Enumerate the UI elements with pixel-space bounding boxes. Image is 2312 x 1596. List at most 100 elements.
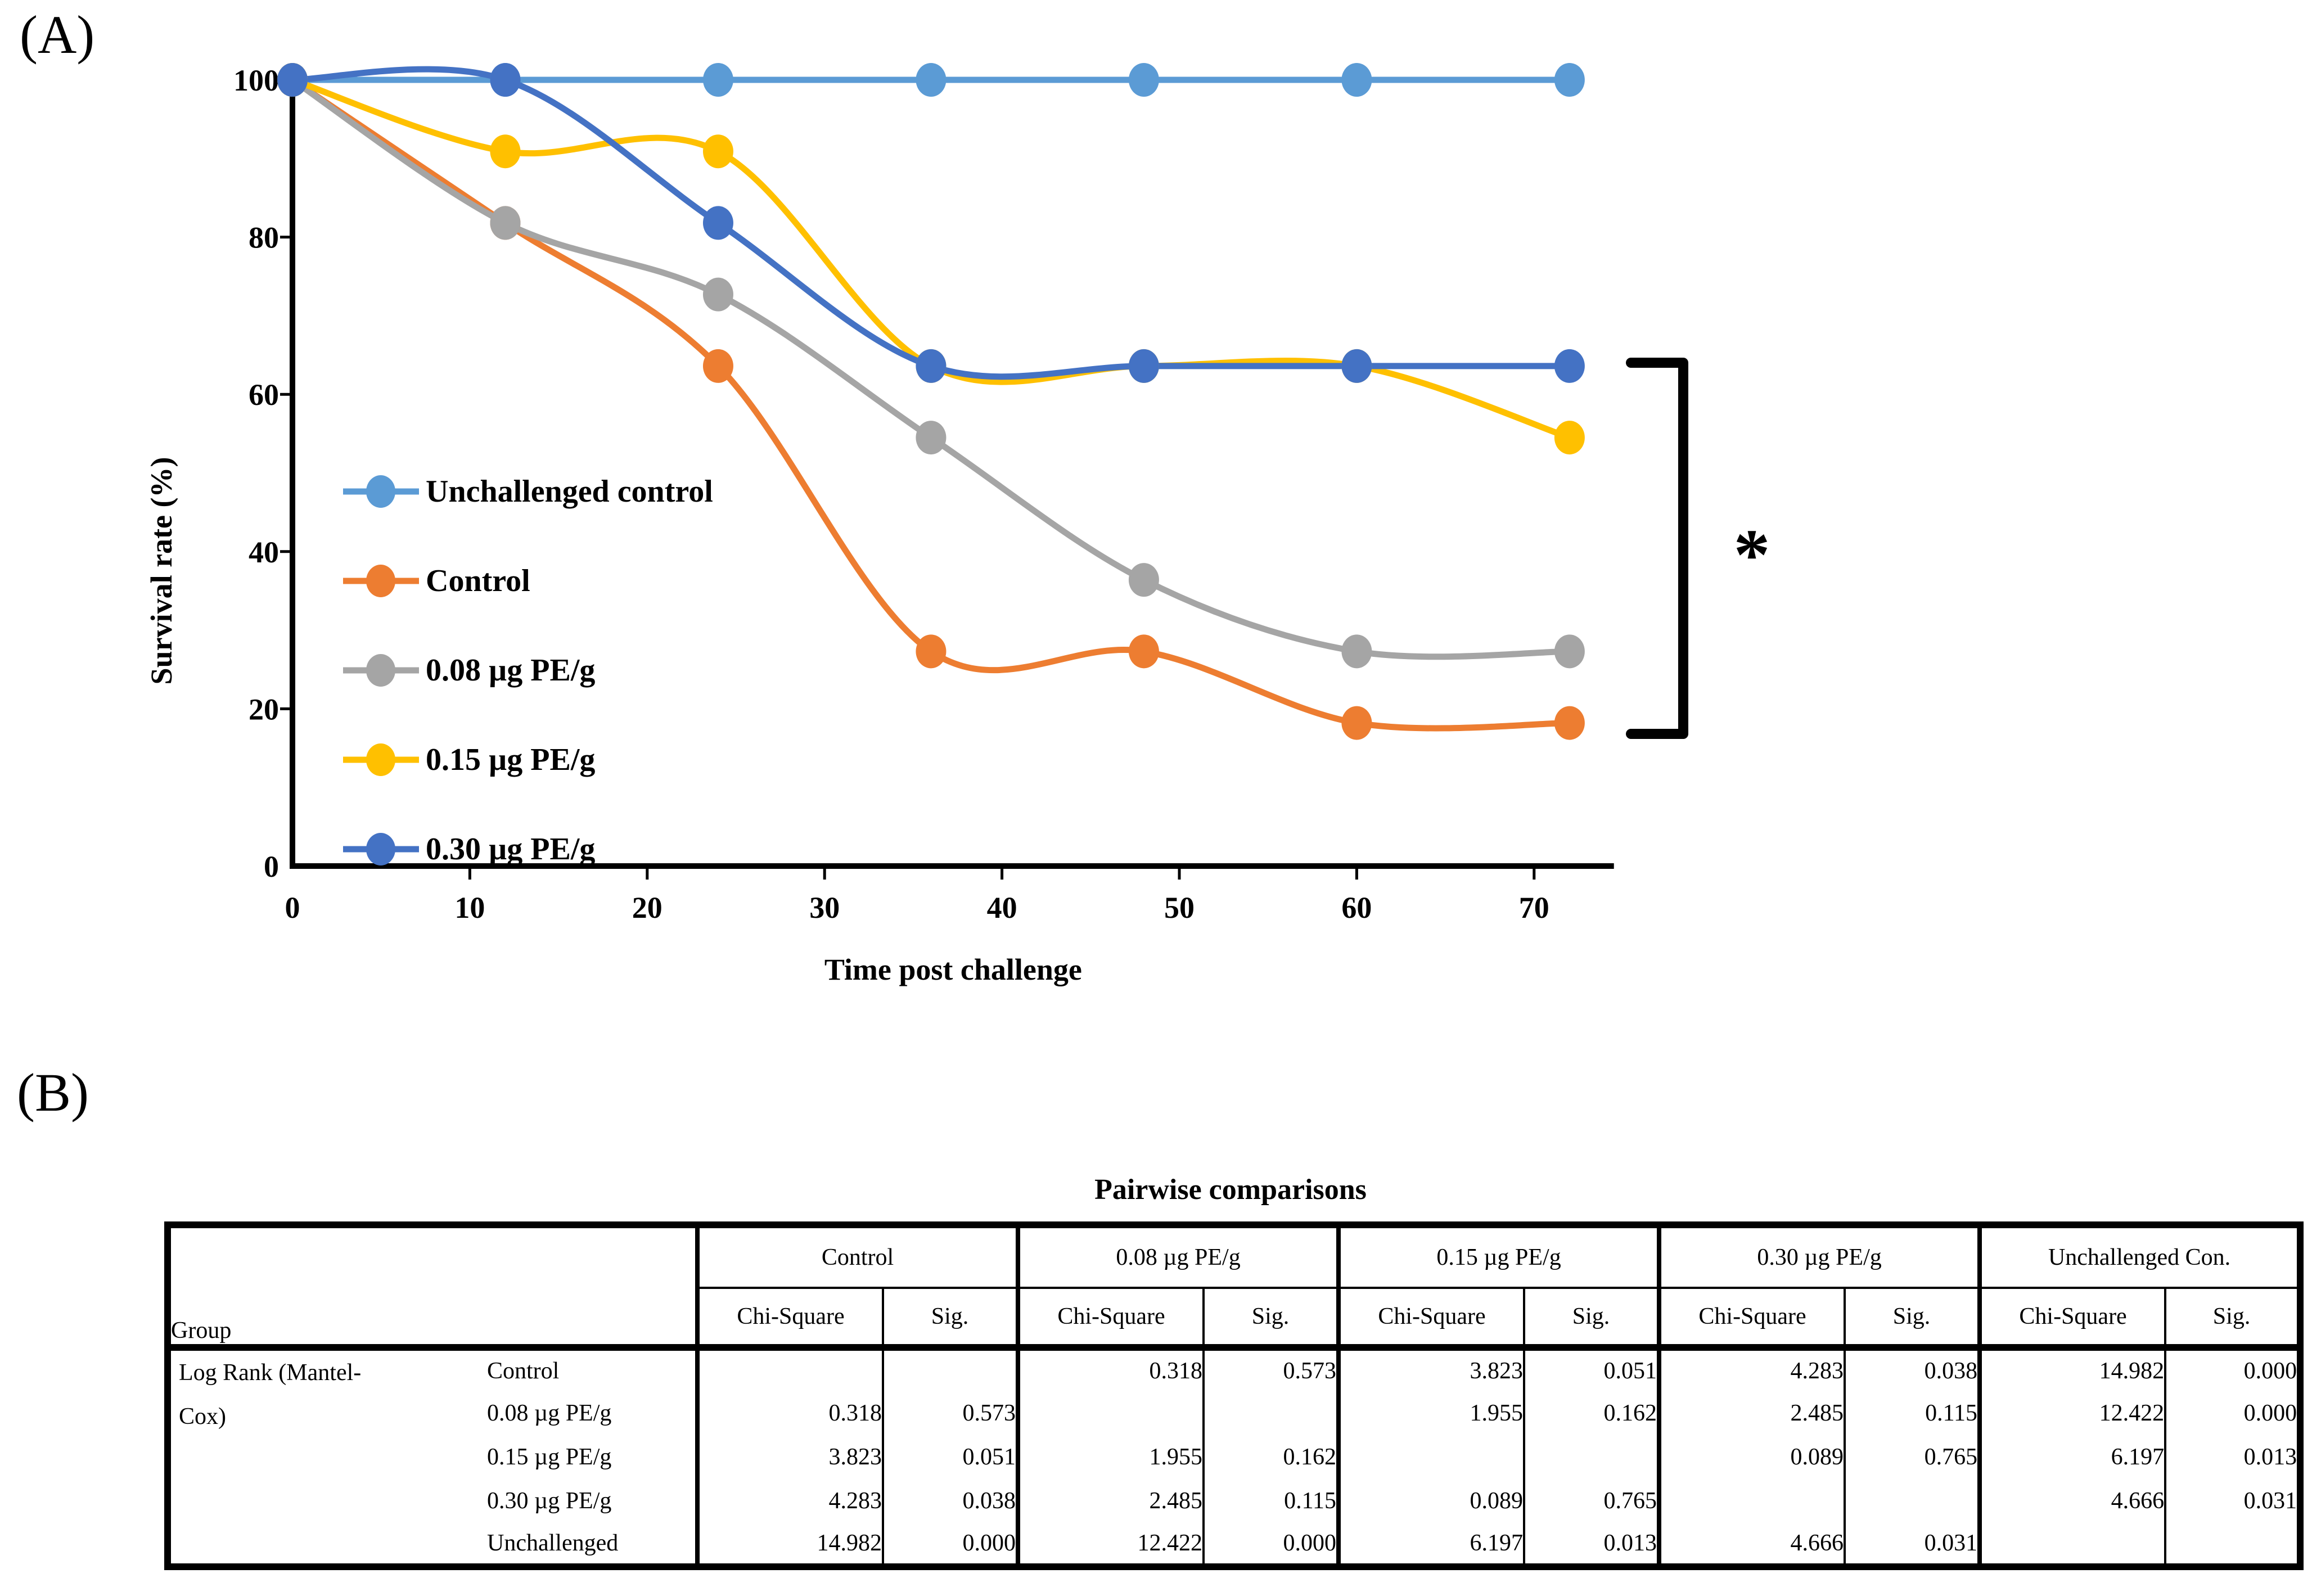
table-cell <box>1659 1479 1846 1523</box>
table-cell: 0.162 <box>1204 1435 1341 1479</box>
x-tick-label: 0 <box>285 891 300 925</box>
table-cell: 0.000 <box>2243 1400 2297 1426</box>
header-colgroup: 0.08 µg PE/g <box>1018 1225 1341 1289</box>
data-point-marker <box>1554 706 1585 740</box>
table-cell: 0.038 <box>883 1479 1021 1523</box>
data-point-marker <box>702 349 733 383</box>
table-cell: 0.000 <box>1204 1523 1341 1567</box>
table-cell <box>1338 1435 1526 1479</box>
method-label-cell: Log Rank (Mantel-Cox) <box>168 1347 487 1567</box>
table-cell: 2.485 <box>1659 1391 1846 1435</box>
panel-b-label: (B) <box>17 1062 89 1122</box>
table-cell <box>1204 1391 1341 1435</box>
table-cell: 0.051 <box>883 1435 1021 1479</box>
table-cell: 0.573 <box>1204 1347 1341 1391</box>
table-cell: 1.955 <box>1018 1435 1205 1479</box>
table-cell <box>1845 1479 1982 1523</box>
x-tick-label: 40 <box>987 891 1017 925</box>
data-point-marker <box>1341 706 1372 740</box>
row-label: Control <box>487 1347 700 1391</box>
y-axis-title: Survival rate (%) <box>145 457 178 685</box>
table-row: 0.08 µg PE/g 0.318 0.573 1.955 0.162 2.485 0.1… <box>168 1391 2300 1435</box>
table-cell: 3.823 <box>1338 1347 1526 1391</box>
header-group: Group <box>168 1225 700 1351</box>
table-row: 0.15 µg PE/g 3.823 0.051 1.955 0.162 0.089 0.7… <box>168 1435 2300 1479</box>
table-cell: 4.283 <box>1659 1347 1846 1391</box>
header-sig: Sig. <box>883 1288 1021 1351</box>
header-sig: Sig. <box>1845 1288 1982 1351</box>
table-header-row-stats: Chi-Square Sig. Chi-Square Sig. Chi-Square Si… <box>168 1288 2301 1351</box>
data-point-marker <box>1554 63 1585 97</box>
table-cell: 4.666 <box>1980 1479 2167 1523</box>
header-sig: Sig. <box>1204 1288 1341 1351</box>
y-tick-label: 20 <box>249 692 279 726</box>
table-cell: 0.162 <box>1524 1391 1662 1435</box>
header-colgroup: 0.15 µg PE/g <box>1338 1225 1662 1289</box>
data-point-marker <box>490 206 521 240</box>
legend-swatch <box>366 654 395 687</box>
table-cell: 0.051 <box>1524 1347 1662 1391</box>
table-cell <box>697 1347 885 1391</box>
table-cell: 0.573 <box>883 1391 1021 1435</box>
x-tick-label: 60 <box>1341 891 1372 925</box>
data-point-marker <box>490 63 521 97</box>
table-cell <box>883 1347 1021 1391</box>
data-point-marker <box>1554 634 1585 669</box>
pairwise-table: Group Control 0.08 µg PE/g 0.15 µg PE/g 0.30… <box>164 1221 2304 1570</box>
data-point-marker <box>916 63 947 97</box>
header-chi-square: Chi-Square <box>1018 1288 1205 1351</box>
data-point-marker <box>702 134 733 169</box>
table-cell: 0.765 <box>1524 1479 1662 1523</box>
x-tick-label: 10 <box>454 891 485 925</box>
table-cell: 0.318 <box>697 1391 885 1435</box>
table-cell <box>1980 1523 2167 1567</box>
header-colgroup: 0.30 µg PE/g <box>1659 1225 1982 1289</box>
x-tick-label: 30 <box>809 891 840 925</box>
data-point-marker <box>916 634 947 669</box>
table-cell <box>1018 1391 1205 1435</box>
table-header-row-groups: Group Control 0.08 µg PE/g 0.15 µg PE/g 0.30… <box>168 1225 2301 1351</box>
legend-swatch <box>366 743 395 776</box>
x-tick-label: 70 <box>1519 891 1549 925</box>
table-title: Pairwise comparisons <box>1094 1174 1367 1206</box>
table-cell: 0.115 <box>1845 1391 1982 1435</box>
row-label: Unchallenged <box>487 1523 700 1567</box>
header-chi-square: Chi-Square <box>1659 1288 1846 1351</box>
header-chi-square: Chi-Square <box>1338 1288 1526 1351</box>
table-cell: 0.089 <box>1659 1435 1846 1479</box>
data-point-marker <box>1554 349 1585 383</box>
table-cell: 3.823 <box>697 1435 885 1479</box>
table-cell: 0.013 <box>2243 1444 2297 1470</box>
table-cell: 0.765 <box>1845 1435 1982 1479</box>
table-cell: 12.422 <box>1018 1523 1205 1567</box>
x-tick-label: 20 <box>632 891 662 925</box>
legend-swatch <box>366 475 395 508</box>
significance-bracket <box>1626 358 1688 739</box>
y-tick-label: 0 <box>264 850 279 883</box>
table-cell <box>1524 1435 1662 1479</box>
table-cell: 2.485 <box>1018 1479 1205 1523</box>
table-cell: 6.197 <box>1338 1523 1526 1567</box>
row-label: 0.08 µg PE/g <box>487 1391 700 1435</box>
data-point-marker <box>1128 63 1159 97</box>
y-tick-label: 40 <box>249 535 279 569</box>
panel-a-label: (A) <box>20 4 95 65</box>
row-label: 0.15 µg PE/g <box>487 1435 700 1479</box>
y-tick-label: 60 <box>249 378 279 412</box>
data-point-marker <box>1341 63 1372 97</box>
legend-label: Unchallenged control <box>426 474 713 509</box>
pairwise-table-container: Group Control 0.08 µg PE/g 0.15 µg PE/g 0.30… <box>164 1221 2304 1570</box>
table-cell: 1.955 <box>1338 1391 1526 1435</box>
legend-swatch <box>366 833 395 865</box>
header-chi-square: Chi-Square <box>697 1288 885 1351</box>
table-cell: 4.666 <box>1659 1523 1846 1567</box>
data-point-marker <box>916 349 947 383</box>
table-cell: 12.422 <box>1980 1391 2167 1435</box>
table-cell: 14.982 <box>697 1523 885 1567</box>
legend-label: 0.30 µg PE/g <box>426 832 595 867</box>
data-point-marker <box>277 63 308 97</box>
table-row: Log Rank (Mantel-Cox) Control 0.318 0.573 3.… <box>168 1347 2300 1430</box>
data-point-marker <box>916 421 947 455</box>
header-colgroup: Unchallenged Con. <box>1980 1225 2301 1289</box>
method-label: Log Rank (Mantel-Cox) <box>179 1360 362 1430</box>
